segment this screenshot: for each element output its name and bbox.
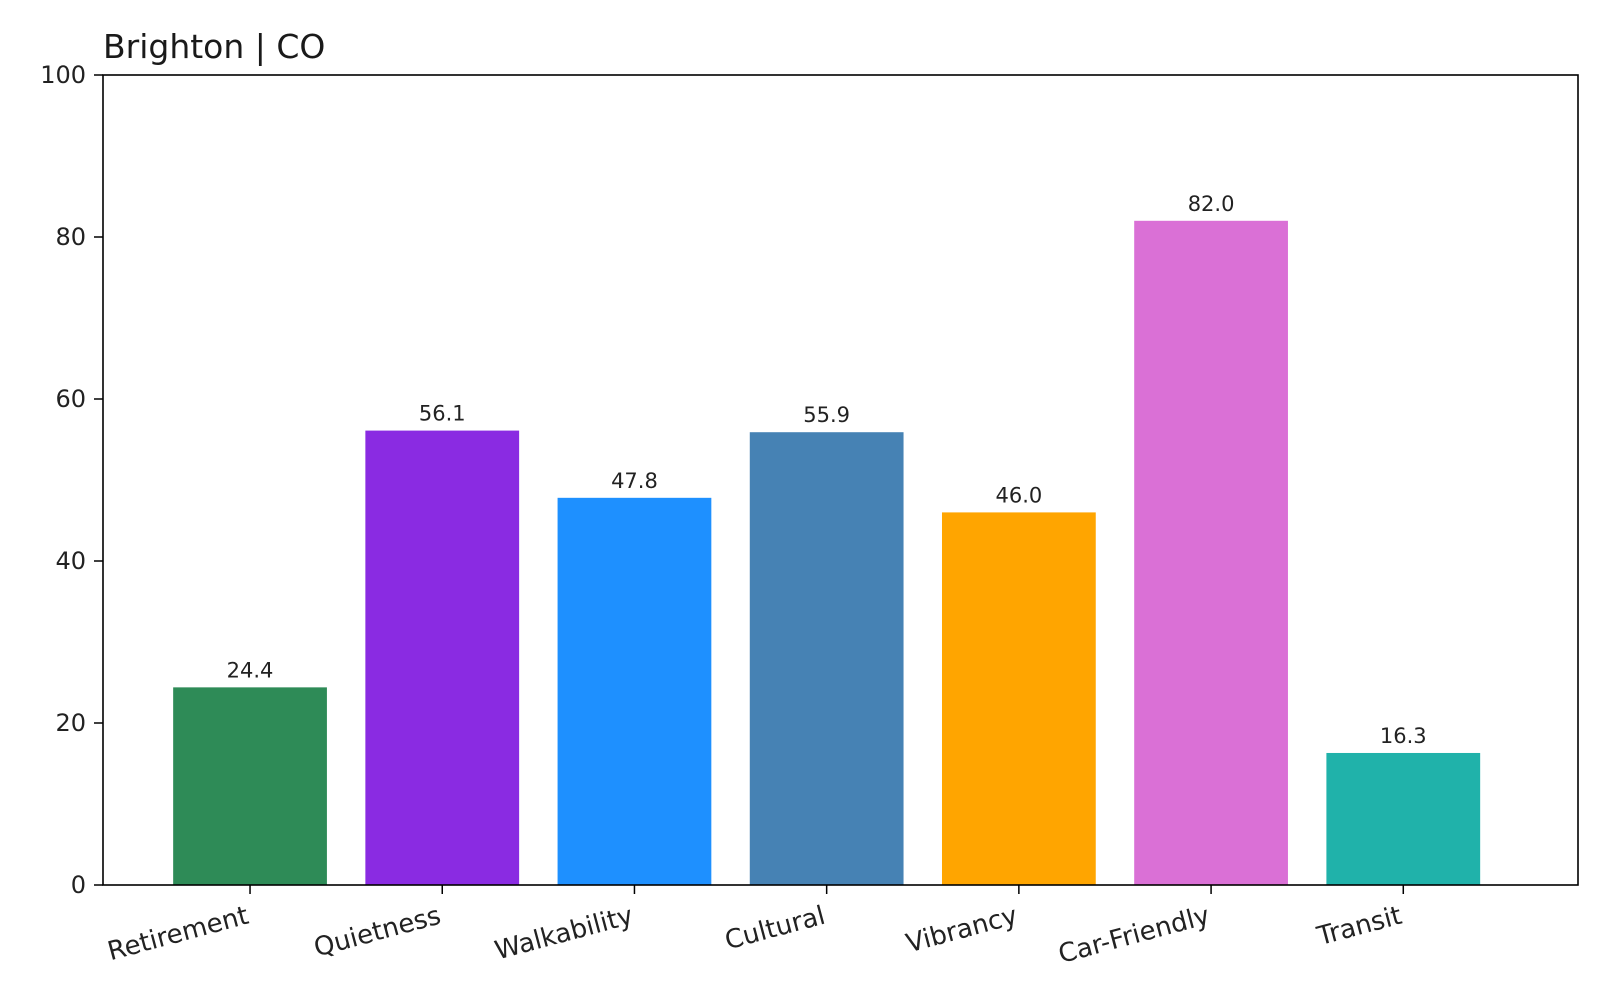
data-label-walkability: 47.8 [611, 469, 658, 493]
plot-frame [102, 74, 1579, 886]
bar-vibrancy [941, 512, 1096, 885]
bar-car-friendly [1134, 220, 1288, 886]
bars-layer [173, 220, 1481, 886]
y-tick-label: 100 [40, 61, 86, 89]
bar-transit [1326, 752, 1481, 885]
x-tick-label-walkability: Walkability [492, 901, 636, 967]
x-tick-label-quietness: Quietness [311, 901, 444, 964]
x-axis: Retirement Quietness Walkability Cultural Vi… [105, 885, 1405, 970]
x-tick-label-transit: Transit [1313, 901, 1405, 953]
y-tick-label: 60 [55, 385, 86, 413]
chart-title: Brighton | CO [103, 27, 325, 66]
x-tick-label-cultural: Cultural [722, 901, 829, 956]
data-label-retirement: 24.4 [227, 658, 274, 682]
bar-retirement [173, 687, 327, 885]
y-tick-label: 40 [55, 547, 86, 575]
data-labels-layer: 24.4 56.1 47.8 55.9 46.0 82.0 16.3 [227, 192, 1427, 748]
y-tick-label: 80 [55, 223, 86, 251]
x-tick-label-retirement: Retirement [105, 901, 252, 967]
y-axis: 0 20 40 60 80 100 [40, 61, 103, 899]
x-tick-label-vibrancy: Vibrancy [903, 901, 1021, 959]
data-label-car-friendly: 82.0 [1188, 192, 1235, 216]
data-label-cultural: 55.9 [803, 403, 850, 427]
data-label-vibrancy: 46.0 [995, 483, 1042, 507]
bar-quietness [365, 430, 520, 885]
data-label-quietness: 56.1 [419, 402, 466, 426]
data-label-transit: 16.3 [1380, 724, 1427, 748]
x-tick-label-car-friendly: Car-Friendly [1055, 901, 1213, 970]
y-tick-label: 20 [55, 709, 86, 737]
y-tick-label: 0 [71, 871, 86, 899]
bar-walkability [557, 497, 712, 885]
bar-cultural [749, 432, 904, 885]
